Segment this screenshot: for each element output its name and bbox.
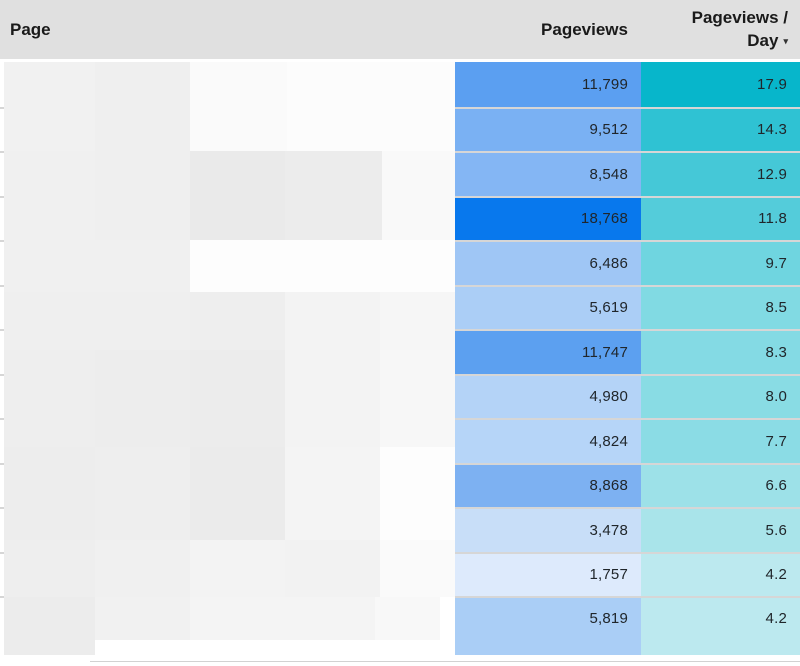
redaction-tile (4, 62, 95, 151)
pageviews-per-day-cell: 14.3 (641, 106, 800, 151)
redaction-tile (190, 62, 287, 151)
redaction-tile (4, 292, 190, 350)
redaction-tile (4, 151, 95, 240)
pageviews-cell: 8,548 (455, 151, 641, 196)
redaction-tile (190, 597, 375, 640)
table-body: 11,799 17.9 9,512 14.3 8,548 12.9 18,768 11.8 6,… (0, 62, 800, 666)
pageviews-per-day-cell: 6.6 (641, 462, 800, 507)
pageviews-per-day-cell: 4.2 (641, 551, 800, 596)
page-cell-redacted (0, 329, 455, 374)
pageviews-cell: 18,768 (455, 195, 641, 240)
redaction-tile (285, 350, 380, 447)
table-row: 5,819 4.2 (0, 596, 800, 655)
page-cell-redacted (0, 62, 455, 107)
redacted-page-column (0, 62, 455, 666)
redaction-tile (95, 151, 190, 240)
table-row: 8,548 12.9 (0, 151, 800, 196)
table-row: 1,757 4.2 (0, 551, 800, 597)
pageviews-cell: 5,819 (455, 596, 641, 655)
page-cell-redacted (0, 463, 455, 508)
pageviews-cell: 6,486 (455, 240, 641, 285)
redaction-tile (190, 447, 285, 540)
pageviews-per-day-cell: 11.8 (641, 195, 800, 240)
redaction-tile (95, 62, 190, 151)
table-row: 6,486 9.7 (0, 240, 800, 285)
pageviews-per-day-cell: 8.3 (641, 329, 800, 374)
pageviews-cell: 1,757 (455, 551, 641, 596)
pageviews-cell: 3,478 (455, 507, 641, 552)
pageviews-cell: 5,619 (455, 284, 641, 329)
pageviews-per-day-cell: 12.9 (641, 151, 800, 196)
pageviews-per-day-cell: 17.9 (641, 62, 800, 107)
redaction-tile (4, 597, 95, 655)
page-cell-redacted (0, 285, 455, 330)
table-row: 11,799 17.9 (0, 62, 800, 107)
column-header-pageviews-per-day[interactable]: Pageviews / Day ▾ (641, 7, 800, 51)
table-row: 9,512 14.3 (0, 106, 800, 152)
pageviews-per-day-cell: 9.7 (641, 240, 800, 285)
redaction-tile (190, 240, 455, 292)
table-bottom-border (90, 661, 800, 662)
redaction-tile (4, 350, 95, 447)
column-header-pageviews[interactable]: Pageviews (541, 19, 628, 39)
redaction-tile (382, 151, 455, 240)
redaction-tile (285, 447, 380, 540)
page-cell-redacted (0, 374, 455, 419)
pageviews-cell: 9,512 (455, 106, 641, 151)
table-rows: 11,799 17.9 9,512 14.3 8,548 12.9 18,768 11.8 6,… (0, 62, 800, 655)
pageviews-per-day-cell: 8.0 (641, 373, 800, 418)
redaction-tile (380, 540, 455, 597)
redaction-tile (4, 240, 190, 292)
pageviews-per-day-cell: 5.6 (641, 507, 800, 552)
table-row: 8,868 6.6 (0, 462, 800, 508)
pageviews-per-day-cell: 7.7 (641, 418, 800, 463)
table-row: 5,619 8.5 (0, 284, 800, 330)
redaction-tile (285, 540, 380, 597)
pageviews-cell: 4,980 (455, 373, 641, 418)
table-row: 11,747 8.3 (0, 329, 800, 374)
column-header-page[interactable]: Page (10, 19, 51, 39)
pageviews-per-day-cell: 8.5 (641, 284, 800, 329)
redaction-tile (380, 447, 455, 540)
pageviews-cell: 8,868 (455, 462, 641, 507)
redaction-tile (4, 540, 95, 597)
sort-descending-icon[interactable]: ▾ (783, 35, 788, 46)
page-cell-redacted (0, 596, 455, 655)
column-header-pageviews-per-day-label: Pageviews / Day (691, 8, 788, 50)
redaction-tile (95, 447, 190, 540)
redaction-tile (95, 540, 190, 597)
pageviews-cell: 4,824 (455, 418, 641, 463)
redaction-tile (4, 447, 95, 540)
redaction-tile (285, 151, 382, 240)
pageviews-cell: 11,747 (455, 329, 641, 374)
page-cell-redacted (0, 507, 455, 552)
redaction-tile (190, 540, 285, 597)
table-header-row: Page Pageviews Pageviews / Day ▾ (0, 0, 800, 59)
redaction-tile (287, 62, 455, 151)
table-row: 4,824 7.7 (0, 418, 800, 463)
page-cell-redacted (0, 418, 455, 463)
table-row: 3,478 5.6 (0, 507, 800, 552)
page-cell-redacted (0, 107, 455, 152)
redaction-tile (375, 597, 440, 640)
page-cell-redacted (0, 240, 455, 285)
redaction-tile (190, 151, 285, 240)
redaction-tile (190, 350, 285, 447)
redaction-tile (190, 292, 285, 350)
redaction-tile (380, 292, 455, 350)
page-cell-redacted (0, 552, 455, 597)
redaction-tile (285, 292, 380, 350)
table-row: 4,980 8.0 (0, 373, 800, 419)
table-row: 18,768 11.8 (0, 195, 800, 241)
redaction-tile (380, 350, 455, 447)
page-cell-redacted (0, 196, 455, 241)
page-cell-redacted (0, 151, 455, 196)
redaction-tile (95, 597, 190, 640)
pageviews-cell: 11,799 (455, 62, 641, 107)
redaction-tile (95, 350, 190, 447)
pageviews-per-day-cell: 4.2 (641, 596, 800, 655)
